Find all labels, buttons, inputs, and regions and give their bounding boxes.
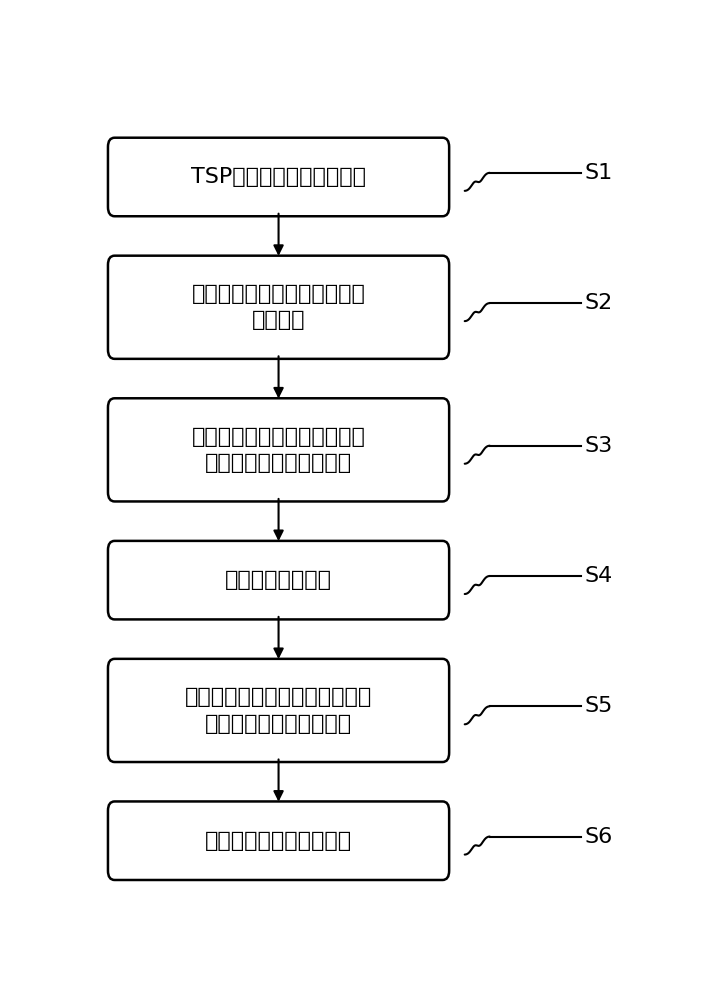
Text: S6: S6	[584, 827, 612, 847]
Text: 车载终端开始升级: 车载终端开始升级	[225, 570, 332, 590]
Text: S5: S5	[584, 696, 612, 716]
Text: S1: S1	[584, 163, 612, 183]
Text: S2: S2	[584, 293, 612, 313]
Text: 若升级失败，则升级任务挂起，
待终端自唤醒后继续执行: 若升级失败，则升级任务挂起， 待终端自唤醒后继续执行	[185, 687, 372, 734]
FancyBboxPatch shape	[108, 398, 449, 501]
Text: 升级成功后反馈升级结果: 升级成功后反馈升级结果	[205, 831, 352, 851]
FancyBboxPatch shape	[108, 256, 449, 359]
FancyBboxPatch shape	[108, 138, 449, 216]
Text: S3: S3	[584, 436, 612, 456]
FancyBboxPatch shape	[108, 659, 449, 762]
FancyBboxPatch shape	[108, 801, 449, 880]
FancyBboxPatch shape	[108, 541, 449, 619]
Text: 车载终端响应，并请求下载软
件升级包: 车载终端响应，并请求下载软 件升级包	[191, 284, 366, 330]
Text: 车载终端下载软件升级包，并
校验合法性及软件版本号: 车载终端下载软件升级包，并 校验合法性及软件版本号	[191, 427, 366, 473]
Text: TSP平台下发远程升级指令: TSP平台下发远程升级指令	[191, 167, 366, 187]
Text: S4: S4	[584, 566, 612, 586]
